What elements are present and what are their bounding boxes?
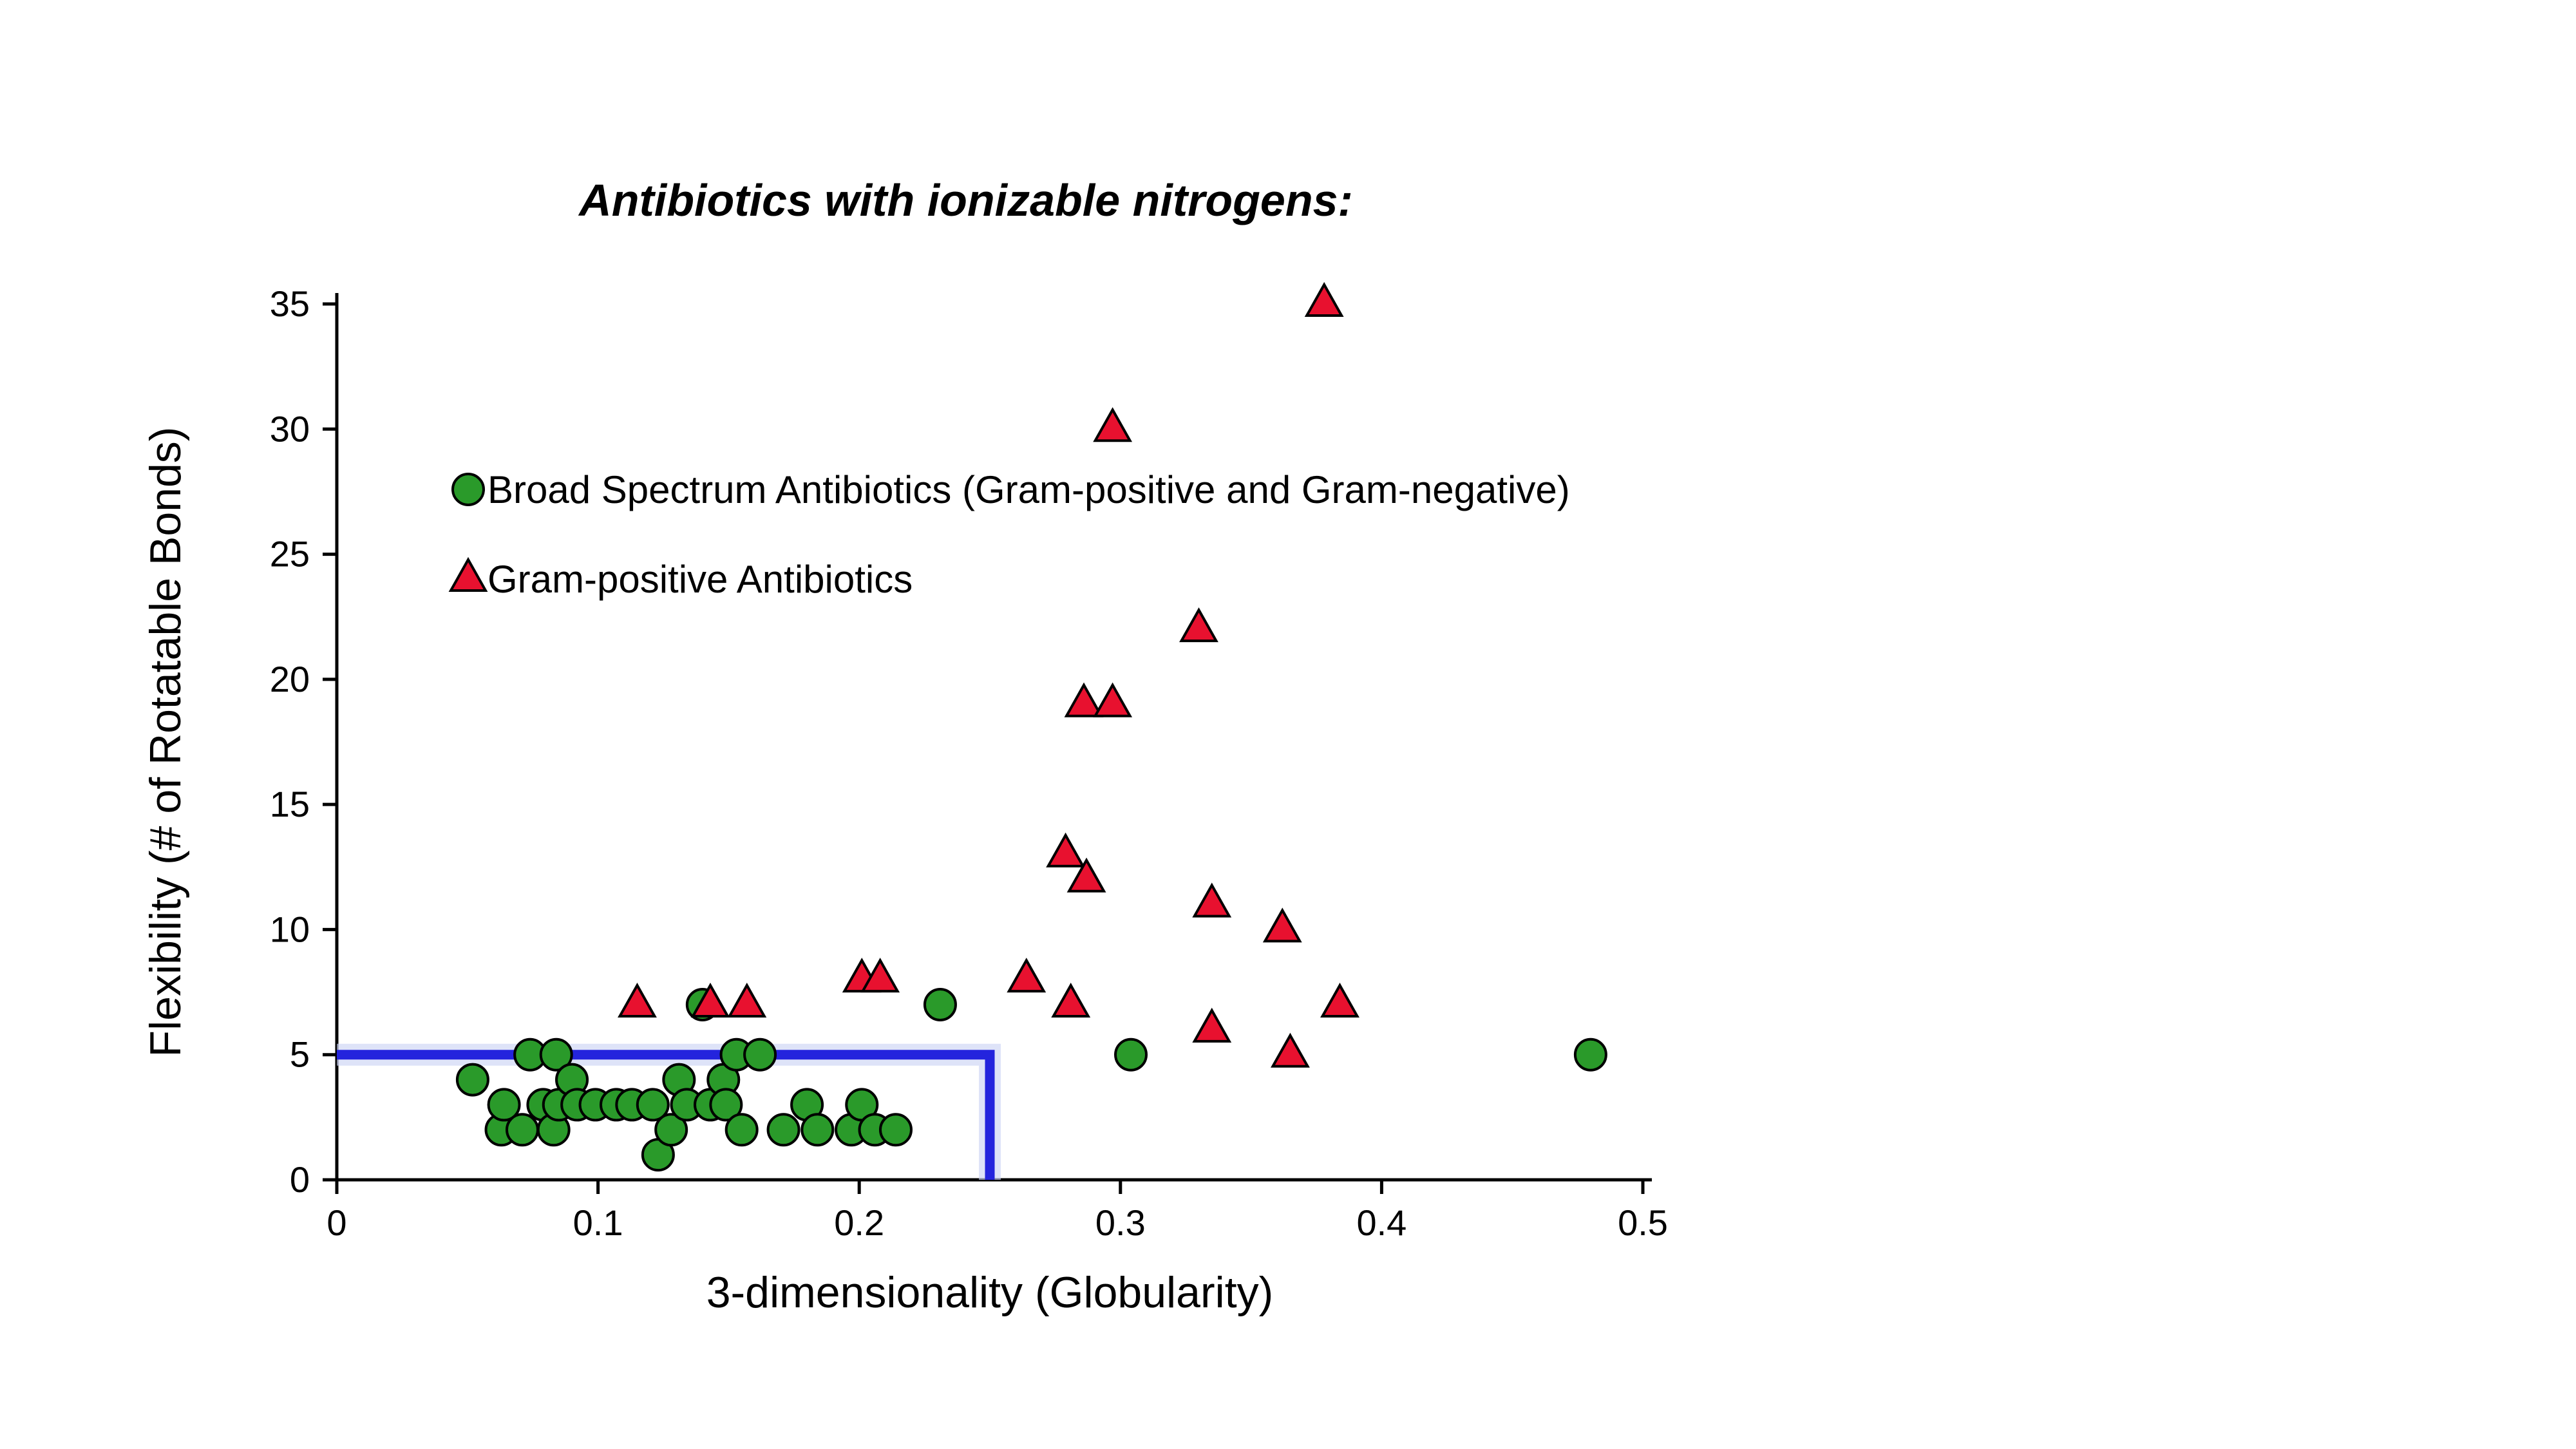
x-tick-label: 0.3: [1095, 1202, 1146, 1243]
data-point-triangle: [1320, 982, 1359, 1018]
x-axis-label: 3-dimensionality (Globularity): [706, 1268, 1274, 1317]
data-point-triangle: [1179, 607, 1218, 643]
legend-marker-broad-spectrum-icon: [451, 473, 485, 506]
data-point-circle: [636, 1088, 670, 1122]
y-tick-label: 15: [270, 784, 310, 824]
data-point-triangle: [1051, 982, 1091, 1018]
data-point-triangle: [1262, 907, 1302, 943]
data-point-triangle: [1304, 281, 1344, 317]
legend-label-gram-positive: Gram-positive Antibiotics: [488, 558, 913, 601]
data-point-circle: [539, 1037, 573, 1072]
y-tick-label: 25: [270, 534, 310, 574]
data-point-triangle: [1093, 682, 1133, 717]
data-points: [455, 281, 1607, 1172]
legend-marker-gram-positive-icon: [448, 556, 488, 592]
data-point-triangle: [690, 982, 730, 1018]
x-tick-label: 0.2: [834, 1202, 884, 1243]
data-point-circle: [878, 1113, 913, 1147]
data-point-triangle: [1192, 882, 1232, 918]
data-point-triangle: [1046, 832, 1086, 867]
data-point-triangle: [618, 982, 657, 1018]
data-point-circle: [1114, 1037, 1148, 1072]
y-tick-label: 20: [270, 659, 310, 699]
y-tick-label: 0: [290, 1159, 310, 1200]
data-point-triangle: [1271, 1032, 1310, 1068]
data-point-circle: [709, 1088, 743, 1122]
data-point-circle: [766, 1113, 800, 1147]
x-tick-label: 0: [327, 1202, 346, 1243]
data-point-triangle: [1066, 857, 1106, 893]
data-point-triangle: [1192, 1007, 1232, 1043]
y-tick-label: 5: [290, 1034, 310, 1075]
legend-label-broad-spectrum: Broad Spectrum Antibiotics (Gram-positiv…: [488, 468, 1570, 511]
data-point-triangle: [860, 958, 900, 993]
data-point-circle: [724, 1113, 759, 1147]
data-point-circle: [743, 1037, 777, 1072]
data-point-circle: [1573, 1037, 1607, 1072]
axes: 0 0.1 0.2 0.3 0.4 0.5 0 5 10 15 20 25 30 35: [270, 283, 1668, 1243]
legend: Broad Spectrum Antibiotics (Gram-positiv…: [448, 468, 1570, 601]
x-tick-label: 0.1: [573, 1202, 623, 1243]
chart-title: Antibiotics with ionizable nitrogens:: [578, 175, 1353, 225]
data-point-triangle: [1007, 958, 1046, 993]
y-tick-label: 10: [270, 909, 310, 949]
data-point-triangle: [1093, 407, 1133, 442]
data-point-circle: [487, 1088, 521, 1122]
data-point-triangle: [727, 982, 767, 1018]
data-point-circle: [455, 1063, 489, 1097]
data-point-circle: [654, 1113, 688, 1147]
x-tick-label: 0.5: [1618, 1202, 1668, 1243]
x-tick-label: 0.4: [1356, 1202, 1406, 1243]
data-point-triangle: [1064, 682, 1104, 717]
data-point-circle: [800, 1113, 835, 1147]
data-point-circle: [923, 988, 957, 1021]
y-tick-label: 35: [270, 283, 310, 324]
y-axis-label: Flexibility (# of Rotatable Bonds): [141, 427, 190, 1057]
y-tick-label: 30: [270, 408, 310, 449]
data-point-circle: [505, 1113, 539, 1147]
